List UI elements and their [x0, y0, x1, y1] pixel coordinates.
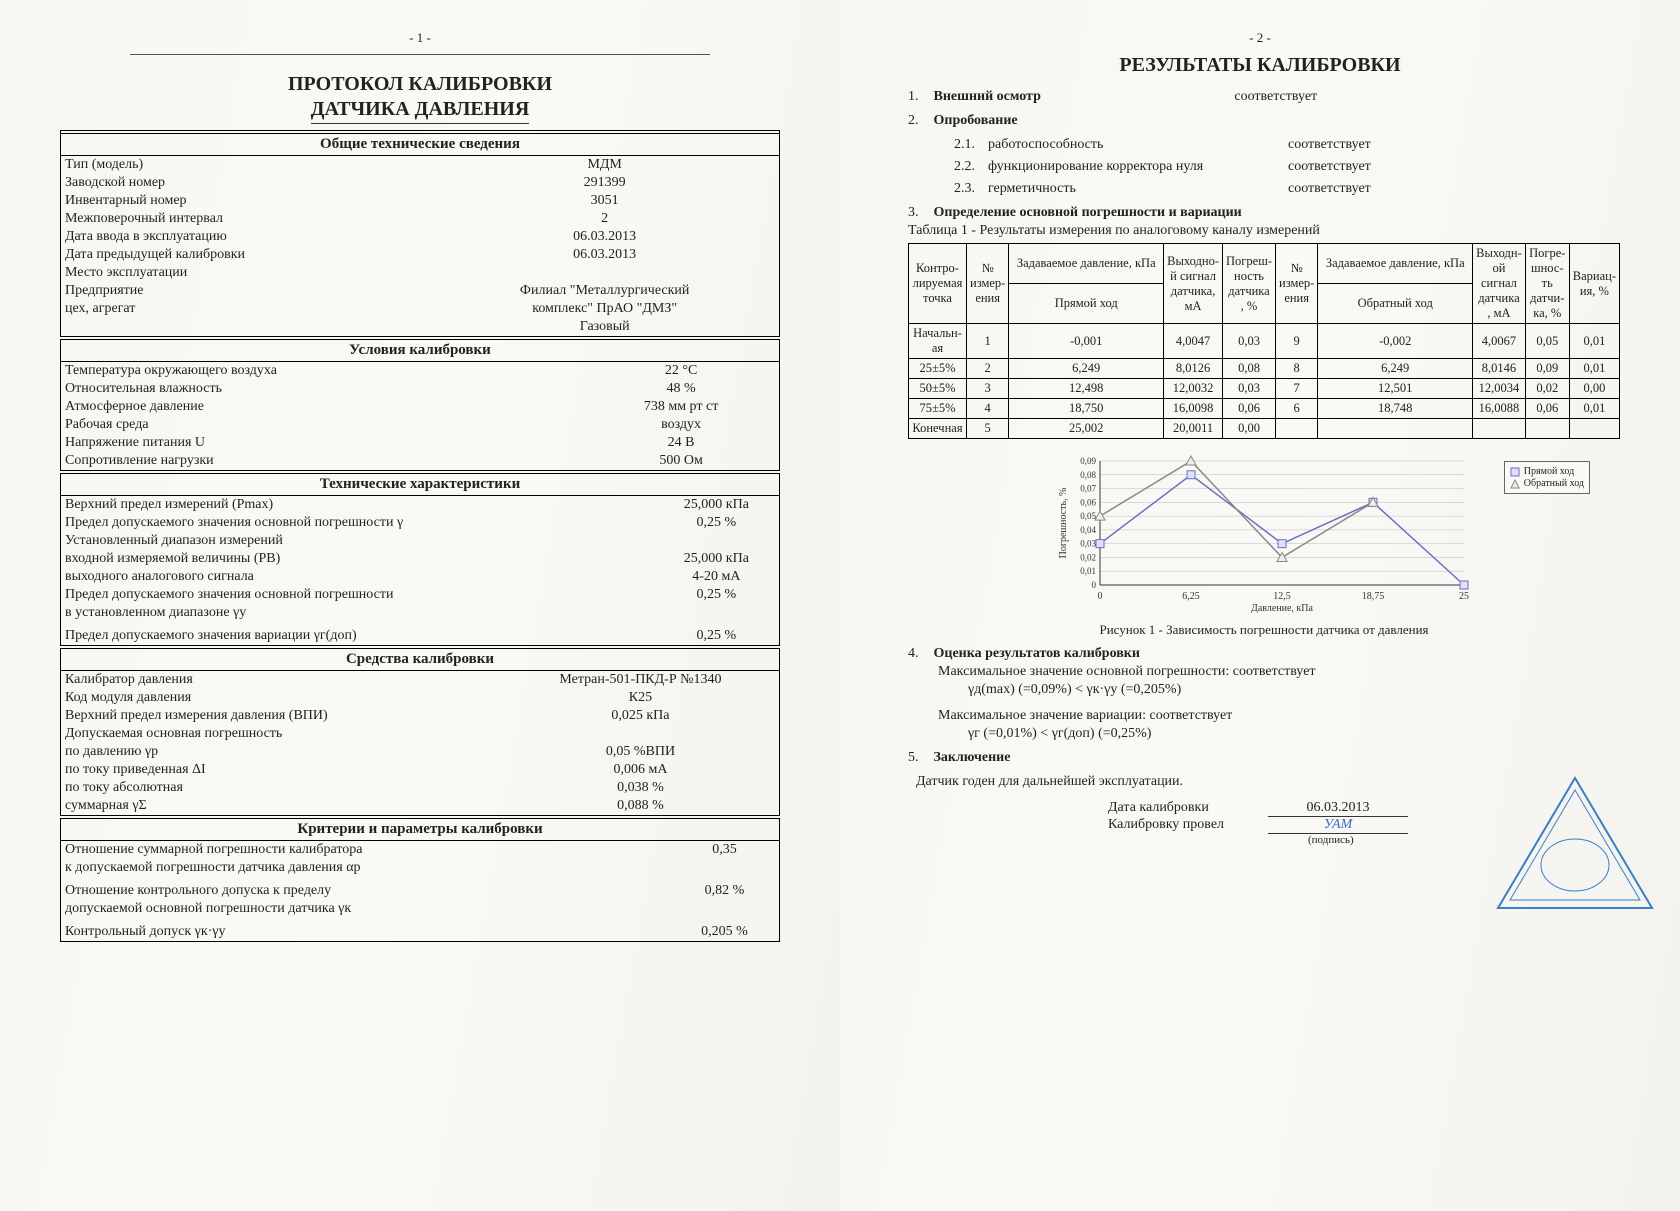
eval-max-variation-formula: γг (=0,01%) < γг(доп) (=0,25%) — [968, 726, 1620, 742]
svg-text:18,75: 18,75 — [1362, 591, 1385, 602]
svg-text:0: 0 — [1092, 580, 1097, 590]
conditions-table: Температура окружающего воздуха22 °C Отн… — [61, 362, 779, 470]
page-number: - 1 - — [60, 30, 780, 46]
tech-table: Верхний предел измерений (Pmax)25,000 кП… — [61, 496, 779, 645]
means-header: Средства калибровки — [61, 648, 779, 671]
item-error-determination: Определение основной погрешности и вариа… — [934, 205, 1242, 220]
chart-legend: Прямой ход Обратный ход — [1504, 461, 1590, 494]
general-table: Тип (модель)МДМ Заводской номер291399 Ин… — [61, 156, 779, 336]
top-rule — [130, 54, 710, 55]
section-conditions: Условия калибровки Температура окружающе… — [60, 339, 780, 471]
svg-text:0,05: 0,05 — [1080, 511, 1096, 521]
calibrator-signature: УАМ — [1268, 817, 1408, 834]
svg-text:6,25: 6,25 — [1182, 591, 1200, 602]
stamp-icon — [1490, 770, 1660, 920]
svg-text:0,09: 0,09 — [1080, 456, 1096, 466]
svg-text:25: 25 — [1459, 591, 1469, 602]
svg-text:0,06: 0,06 — [1080, 497, 1096, 507]
section-criteria: Критерии и параметры калибровки Отношени… — [60, 818, 780, 942]
item-visual-inspection: Внешний осмотр — [934, 89, 1041, 104]
item-testing: Опробование — [934, 113, 1018, 128]
svg-text:Давление, кПа: Давление, кПа — [1251, 603, 1314, 613]
svg-text:0,02: 0,02 — [1080, 552, 1096, 562]
section-means: Средства калибровки Калибратор давленияМ… — [60, 648, 780, 816]
svg-text:12,5: 12,5 — [1273, 591, 1291, 602]
page-2: - 2 - РЕЗУЛЬТАТЫ КАЛИБРОВКИ 1. Внешний о… — [840, 0, 1680, 1211]
chart-svg: 0 0,01 0,02 0,03 0,04 0,05 0,06 0,07 0,08 0,09 0 6,… — [1054, 453, 1474, 613]
table-row: 50±5%312,49812,00320,03712,50112,00340,0… — [909, 379, 1620, 399]
conditions-header: Условия калибровки — [61, 339, 779, 362]
svg-text:Погрешность, %: Погрешность, % — [1058, 488, 1069, 559]
criteria-header: Критерии и параметры калибровки — [61, 818, 779, 841]
calibration-date: 06.03.2013 — [1268, 800, 1408, 817]
page-number: - 2 - — [900, 30, 1620, 46]
eval-max-variation: Максимальное значение вариации: соответс… — [938, 708, 1620, 724]
kv-value: МДМ — [430, 156, 779, 174]
means-table: Калибратор давленияМетран-501-ПКД-Р №134… — [61, 671, 779, 815]
signature-block: Дата калибровки06.03.2013 Калибровку про… — [1108, 800, 1620, 846]
section-tech: Технические характеристики Верхний преде… — [60, 473, 780, 646]
item-conclusion: Заключение — [934, 750, 1011, 765]
item-evaluation: Оценка результатов калибровки — [934, 646, 1140, 661]
table-row: 25±5%26,2498,01260,0886,2498,01460,090,0… — [909, 359, 1620, 379]
kv-label: Тип (модель) — [61, 156, 430, 174]
title-line1: ПРОТОКОЛ КАЛИБРОВКИ — [60, 73, 780, 96]
table-row: Начальн­ая1-0,0014,00470,039-0,0024,0067… — [909, 324, 1620, 359]
page-1: - 1 - ПРОТОКОЛ КАЛИБРОВКИ ДАТЧИКА ДАВЛЕН… — [0, 0, 840, 1211]
chart-caption: Рисунок 1 - Зависимость погрешности датч… — [908, 622, 1620, 638]
svg-text:0: 0 — [1098, 591, 1103, 602]
svg-text:0,08: 0,08 — [1080, 470, 1096, 480]
eval-max-error-formula: γд(max) (=0,09%) < γк·γy (=0,205%) — [968, 682, 1620, 698]
error-chart: 0 0,01 0,02 0,03 0,04 0,05 0,06 0,07 0,08 0,09 0 6,… — [1054, 453, 1474, 618]
testing-sublist: 2.1.работоспособностьсоответствует 2.2.ф… — [908, 137, 1620, 197]
results-table: Контро­лируема­я точка № измер­ения Зада… — [908, 243, 1620, 439]
general-header: Общие технические сведения — [61, 133, 779, 156]
section-general: Общие технические сведения Тип (модель)М… — [60, 130, 780, 337]
svg-text:0,01: 0,01 — [1080, 566, 1096, 576]
table-row: 75±5%418,75016,00980,06618,74816,00880,0… — [909, 399, 1620, 419]
svg-text:0,07: 0,07 — [1080, 484, 1096, 494]
results-list: 1. Внешний осмотр соответствует 2. Опроб… — [900, 89, 1620, 846]
table-row: Конечна­я525,00220,00110,00 — [909, 419, 1620, 439]
title-line2: ДАТЧИКА ДАВЛЕНИЯ — [311, 98, 530, 124]
svg-text:0,03: 0,03 — [1080, 539, 1096, 549]
criteria-table: Отношение суммарной погрешности калибрат… — [61, 841, 779, 941]
eval-max-error: Максимальное значение основной погрешнос… — [938, 664, 1620, 680]
tech-header: Технические характеристики — [61, 473, 779, 496]
svg-text:0,04: 0,04 — [1080, 525, 1096, 535]
results-title: РЕЗУЛЬТАТЫ КАЛИБРОВКИ — [900, 54, 1620, 77]
table-caption: Таблица 1 - Результаты измерения по анал… — [908, 223, 1620, 239]
